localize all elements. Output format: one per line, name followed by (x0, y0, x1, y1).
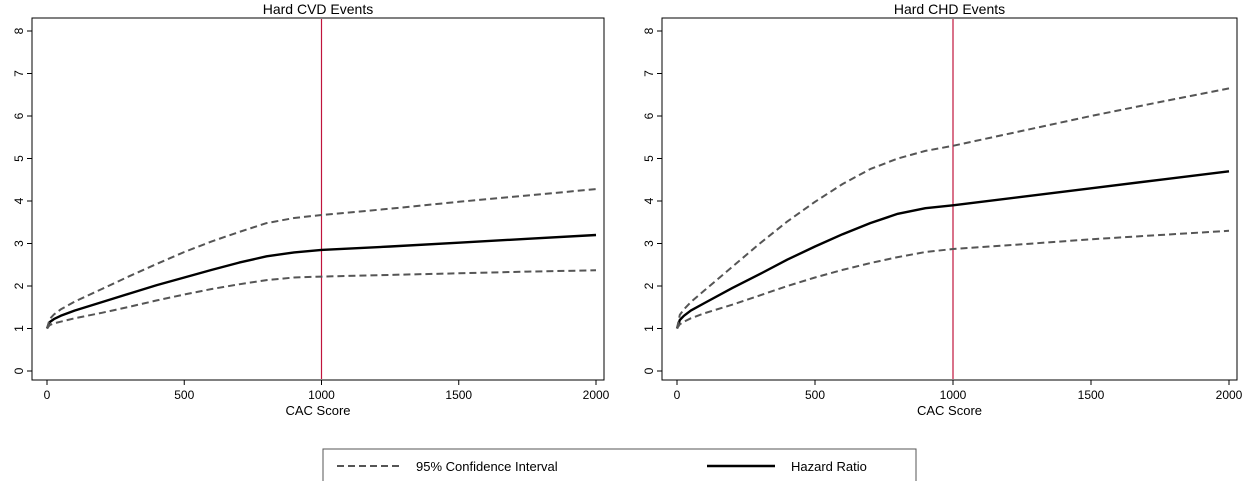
y-tick-label: 4 (642, 197, 656, 204)
y-tick-label: 4 (12, 197, 26, 204)
y-tick-label: 7 (12, 70, 26, 77)
x-tick-label: 1500 (1078, 388, 1105, 402)
x-tick-label: 500 (805, 388, 825, 402)
legend-box (322, 448, 917, 481)
x-tick-label: 0 (44, 388, 51, 402)
y-tick-label: 3 (12, 240, 26, 247)
chart-title: Hard CVD Events (263, 1, 373, 17)
x-tick-label: 0 (674, 388, 681, 402)
hazard-ratio-line (45, 233, 597, 329)
plot-frame (31, 17, 605, 381)
y-tick-label: 0 (642, 367, 656, 374)
y-tick-label: 5 (642, 155, 656, 162)
y-tick-label: 2 (642, 282, 656, 289)
y-tick-label: 5 (12, 155, 26, 162)
y-tick-label: 1 (12, 325, 26, 332)
x-tick-label: 500 (174, 388, 194, 402)
x-tick-label: 2000 (583, 388, 610, 402)
x-tick-label: 1000 (308, 388, 335, 402)
ci-upper-line (46, 188, 597, 329)
y-tick-label: 6 (642, 112, 656, 119)
y-tick-label: 2 (12, 282, 26, 289)
legend-label-ci: 95% Confidence Interval (416, 459, 558, 474)
y-tick-label: 3 (642, 240, 656, 247)
legend: 95% Confidence Interval Hazard Ratio (322, 448, 917, 481)
x-tick-label: 1000 (940, 388, 967, 402)
chart-title: Hard CHD Events (894, 1, 1005, 17)
y-tick-label: 7 (642, 70, 656, 77)
y-tick-label: 6 (12, 112, 26, 119)
ci-lower-line (676, 229, 1230, 330)
plot-frame (661, 17, 1238, 381)
hazard-ratio-line (675, 170, 1230, 329)
x-axis-label: CAC Score (285, 403, 350, 418)
x-tick-label: 2000 (1216, 388, 1243, 402)
y-tick-label: 8 (12, 27, 26, 34)
x-tick-label: 1500 (445, 388, 472, 402)
ci-upper-line (676, 87, 1230, 329)
panel-hard-cvd-events: Hard CVD Events 0 500 1000 1500 2000 0 1 2 3 4 5 6 7 8… (12, 1, 609, 418)
legend-label-hazard: Hazard Ratio (791, 459, 867, 474)
x-axis-label: CAC Score (917, 403, 982, 418)
ci-lower-line (46, 269, 597, 330)
y-tick-label: 0 (12, 367, 26, 374)
y-tick-label: 8 (642, 27, 656, 34)
y-tick-label: 1 (642, 325, 656, 332)
panel-hard-chd-events: Hard CHD Events 0 500 1000 1500 2000 0 1 2 3 4 5 6 7 8… (642, 1, 1242, 418)
